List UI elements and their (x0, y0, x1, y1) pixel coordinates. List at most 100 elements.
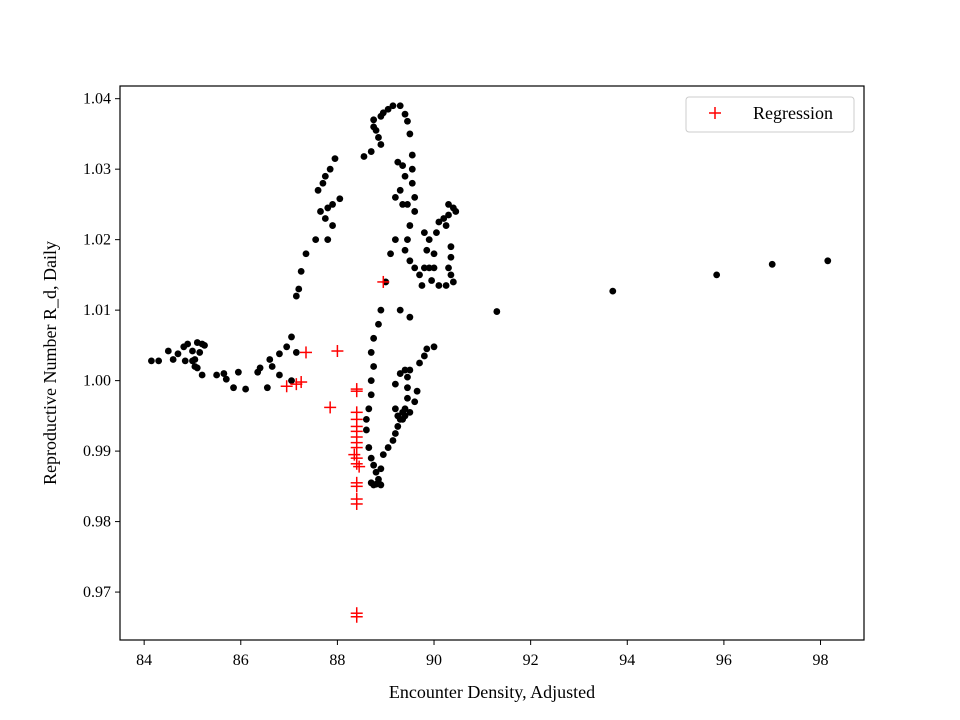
observed-point (321, 215, 329, 222)
observed-point (430, 250, 438, 258)
legend-label-regression: Regression (753, 103, 833, 123)
observed-point (389, 102, 397, 110)
observed-point (331, 155, 339, 162)
observed-point (375, 320, 382, 328)
observed-point (401, 110, 409, 118)
observed-point (367, 391, 375, 399)
observed-point (193, 364, 201, 372)
observed-point (768, 260, 776, 268)
observed-point (420, 264, 428, 272)
observed-point (336, 195, 344, 203)
legend-box (685, 96, 855, 133)
observed-point (435, 282, 443, 289)
regression-point (377, 275, 390, 288)
y-axis-ticks: 0.97 0.98 0.99 1.00 1.01 1.02 1.03 1.04 (83, 91, 120, 601)
observed-point (367, 454, 375, 462)
observed-point (435, 218, 443, 226)
observed-point (242, 385, 250, 393)
observed-point (362, 426, 370, 434)
observed-point (401, 405, 409, 413)
observed-point (365, 444, 373, 451)
observed-point (411, 193, 419, 201)
observed-point (430, 343, 438, 351)
x-tick-label: 86 (233, 652, 249, 669)
observed-point (292, 292, 300, 300)
observed-point (447, 243, 455, 251)
observed-point (326, 165, 334, 173)
observed-point (370, 334, 378, 342)
observed-point (408, 179, 416, 187)
observed-point (396, 102, 404, 110)
observed-point (396, 370, 404, 377)
y-tick-label: 1.01 (83, 302, 111, 319)
observed-point (420, 229, 428, 237)
y-tick-label: 0.98 (83, 514, 111, 531)
y-tick-label: 1.00 (83, 373, 111, 390)
observed-point (292, 349, 300, 356)
legend: Regression (685, 96, 855, 133)
observed-point (377, 465, 385, 473)
observed-point (263, 384, 271, 392)
observed-point (391, 405, 399, 413)
observed-point (404, 373, 411, 381)
observed-point (394, 423, 402, 430)
observed-point (201, 341, 208, 349)
observed-point (423, 246, 431, 254)
observed-point (169, 356, 177, 363)
observed-point (317, 208, 324, 215)
observed-point (433, 229, 440, 237)
observed-point (425, 264, 433, 272)
observed-point (396, 186, 404, 194)
observed-point (360, 153, 368, 160)
observed-point (377, 481, 385, 489)
x-tick-label: 92 (523, 652, 539, 669)
observed-point (420, 352, 428, 360)
observed-point (196, 349, 204, 356)
observed-point (391, 236, 399, 244)
observed-point (396, 306, 404, 314)
observed-point (408, 151, 416, 159)
observed-point (406, 366, 414, 374)
regression-point (350, 497, 363, 510)
observed-point (370, 461, 378, 469)
observed-point (370, 116, 378, 124)
observed-point (155, 357, 163, 365)
observed-point (379, 451, 387, 459)
observed-point (384, 444, 392, 451)
observed-point (399, 201, 407, 208)
observed-point (416, 359, 423, 367)
x-axis-label: Encounter Density, Adjusted (389, 682, 595, 702)
observed-point (387, 250, 394, 258)
x-tick-label: 88 (329, 652, 345, 669)
observed-point (377, 306, 385, 314)
observed-point (406, 222, 414, 229)
plot-frame (119, 85, 865, 641)
observed-point (391, 430, 399, 437)
observed-point (295, 285, 303, 293)
observed-point (370, 363, 378, 370)
observed-point (824, 257, 832, 265)
observed-point (198, 371, 206, 379)
observed-point (425, 236, 433, 244)
observed-point (266, 356, 274, 363)
observed-point (148, 357, 155, 365)
y-tick-label: 1.04 (83, 91, 111, 108)
observed-point (413, 387, 421, 395)
regression-point (353, 460, 366, 473)
observed-point (329, 222, 336, 229)
observed-point (365, 405, 373, 413)
observed-point (430, 264, 438, 272)
observed-point (164, 347, 172, 355)
observed-point (452, 208, 460, 215)
observed-point (319, 179, 327, 187)
observed-point (375, 134, 382, 141)
x-tick-label: 84 (136, 652, 152, 669)
observed-point (713, 271, 721, 279)
y-tick-label: 1.02 (83, 232, 111, 249)
plot-area (120, 86, 864, 640)
observed-point (445, 211, 452, 219)
observed-point (222, 375, 230, 383)
observed-point (401, 246, 409, 254)
x-axis-ticks: 84 86 88 90 92 94 96 98 (136, 640, 829, 669)
